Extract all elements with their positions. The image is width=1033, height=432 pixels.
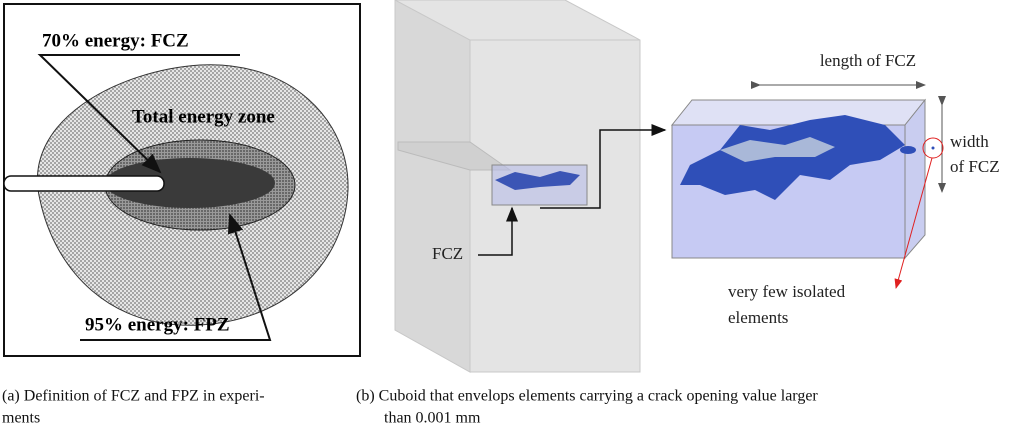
label: FCZ bbox=[432, 244, 463, 263]
panel-a: 70% energy: FCZ Total energy zone 95% en… bbox=[3, 3, 361, 357]
label: 70% energy: FCZ bbox=[42, 30, 189, 51]
crack-light bbox=[720, 137, 835, 162]
arrow bbox=[540, 124, 667, 209]
caption: (a) Definition of FCZ and FPZ in experi- bbox=[2, 388, 265, 405]
notch bbox=[397, 141, 512, 171]
cuboid-side bbox=[904, 98, 926, 260]
slab-side bbox=[394, 0, 471, 373]
caption: (b) Cuboid that envelops elements carryi… bbox=[356, 388, 818, 405]
pointer bbox=[894, 157, 933, 289]
label: of FCZ bbox=[950, 157, 1000, 176]
rod bbox=[3, 175, 165, 192]
cuboid-top bbox=[670, 99, 927, 126]
element bbox=[931, 146, 935, 150]
label: 95% energy: FPZ bbox=[85, 314, 230, 335]
label: length of FCZ bbox=[820, 51, 916, 70]
caption: than 0.001 mm bbox=[384, 410, 481, 427]
label: Total energy zone bbox=[132, 106, 275, 127]
leader bbox=[80, 213, 272, 341]
caption: ments bbox=[2, 410, 40, 427]
label: elements bbox=[728, 308, 788, 327]
highlight bbox=[922, 137, 944, 159]
arrow bbox=[478, 206, 518, 256]
panel-b: FCZ length of FCZ width of FCZ very few … bbox=[394, 0, 1000, 373]
leader bbox=[37, 54, 240, 174]
label: width bbox=[950, 132, 989, 151]
crack bbox=[680, 115, 905, 200]
label: very few isolated bbox=[728, 282, 846, 301]
crack-small bbox=[495, 171, 580, 190]
crack-bit bbox=[900, 146, 916, 154]
